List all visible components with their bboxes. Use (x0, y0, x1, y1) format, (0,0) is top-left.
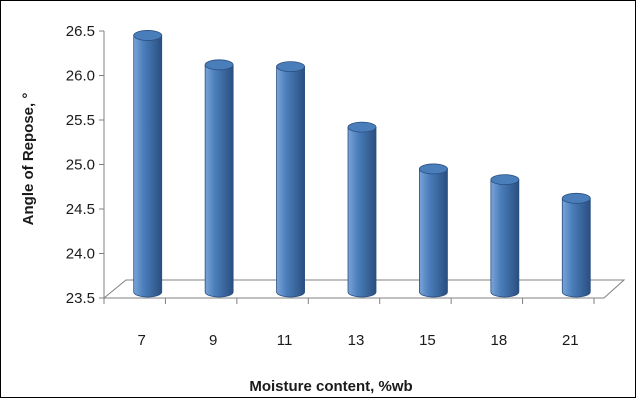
bar (204, 59, 234, 298)
y-tick-label: 25.0 (66, 157, 95, 174)
x-tick-label: 11 (277, 332, 293, 349)
x-tick-label: 18 (491, 332, 508, 349)
bar-body (276, 66, 305, 298)
x-tick-label: 9 (209, 332, 217, 349)
x-axis-title: Moisture content, %wb (249, 378, 412, 395)
bar (561, 192, 591, 298)
y-tick-label: 26.5 (66, 23, 95, 40)
bar-top-cap (561, 192, 591, 204)
bar (133, 30, 163, 298)
x-tick-label: 13 (348, 332, 365, 349)
bar (490, 174, 520, 298)
bar-top-cap (133, 30, 163, 41)
y-axis-title: Angle of Repose, ° (20, 93, 37, 226)
y-tick-label: 24.0 (66, 246, 95, 263)
bar-body (347, 126, 377, 298)
bar-top-cap (347, 121, 377, 133)
bar-body (419, 168, 448, 298)
bar-top-cap (490, 174, 520, 186)
y-tick-label: 25.5 (66, 112, 95, 129)
bar-body (561, 197, 591, 298)
x-tick-label: 7 (138, 332, 146, 349)
y-tick-label: 26.0 (66, 68, 95, 85)
bar-body (204, 64, 234, 298)
bar-body (133, 35, 163, 298)
bar-top-cap (276, 61, 305, 72)
bar (347, 121, 377, 298)
x-tick-label: 15 (419, 332, 436, 349)
bar-top-cap (204, 59, 234, 71)
bar-top-cap (419, 163, 448, 175)
x-tick-label: 21 (562, 332, 579, 349)
bar-body (490, 179, 520, 298)
y-tick-label: 23.5 (66, 290, 95, 307)
bar (276, 61, 305, 298)
y-tick-label: 24.5 (66, 201, 95, 218)
bar (419, 163, 448, 298)
